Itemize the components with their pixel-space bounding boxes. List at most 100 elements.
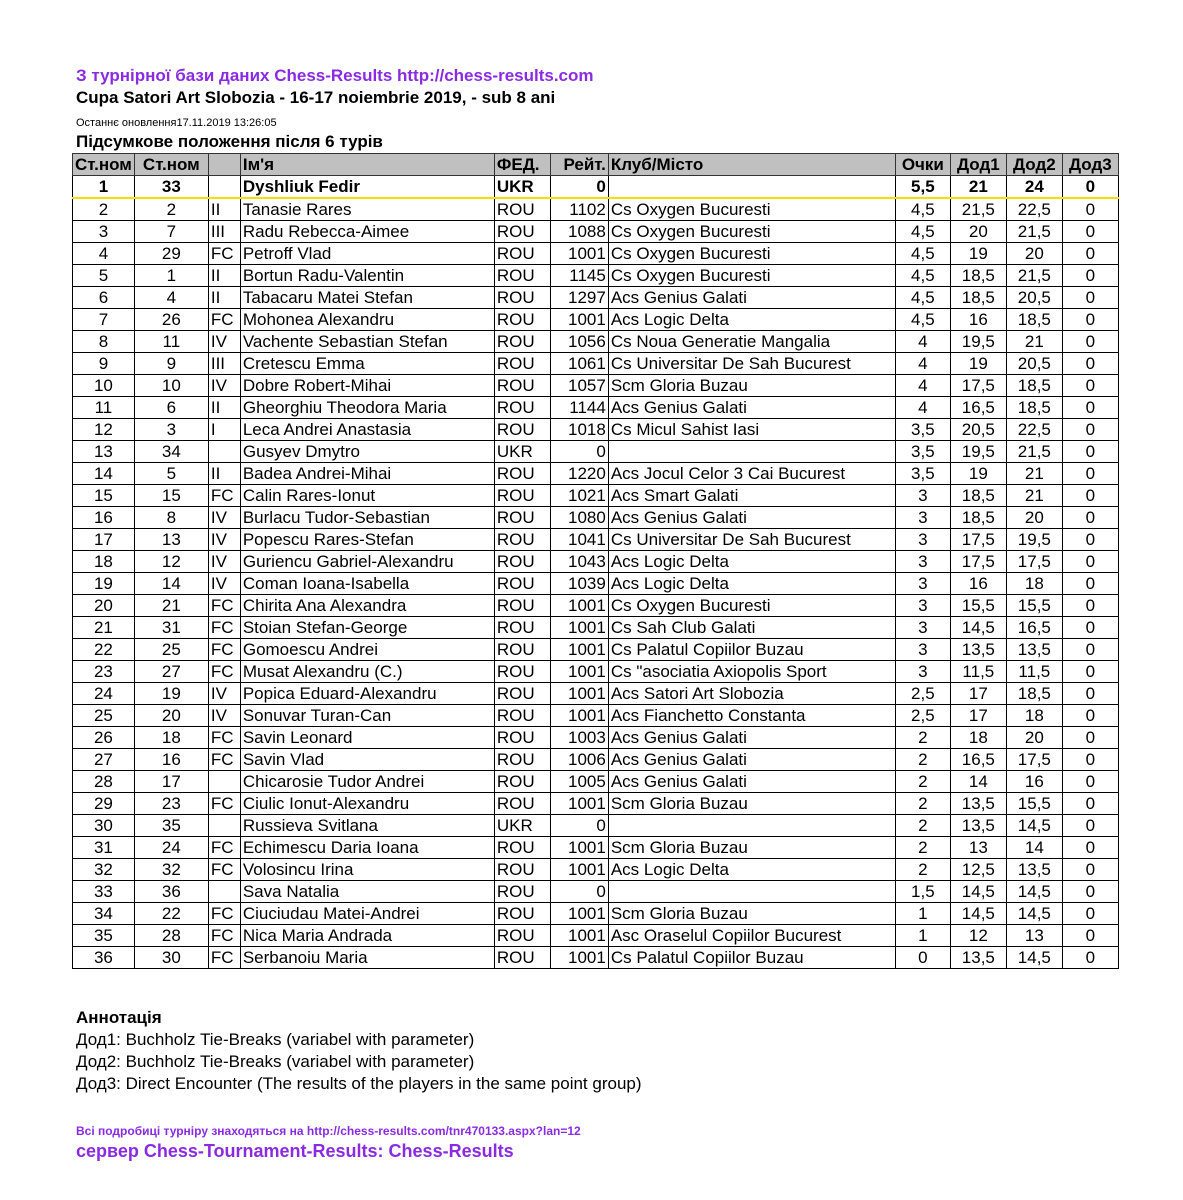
cell-tb1: 17 [949, 704, 1007, 727]
cell-tb1: 21 [949, 175, 1007, 199]
source-link[interactable]: З турнірної бази даних Chess-Results htt… [76, 66, 594, 85]
cell-title: III [207, 352, 241, 375]
cell-rating: 1297 [549, 286, 609, 309]
table-row: 2 2 II Tanasie Rares ROU 1102 Cs Oxygen Bucure… [72, 197, 1119, 221]
cell-tb2: 16,5 [1005, 616, 1063, 639]
cell-title [207, 880, 241, 903]
cell-name: Volosincu Irina [239, 858, 495, 881]
annotation-line: Дод1: Buchholz Tie-Breaks (variabel with… [76, 1030, 475, 1049]
cell-rank: 26 [72, 726, 135, 749]
cell-rank: 18 [72, 550, 135, 573]
cell-points: 3 [894, 506, 951, 529]
cell-tb2: 14,5 [1005, 880, 1063, 903]
table-row: 36 30 FC Serbanoiu Maria ROU 1001 Cs Palatul C… [72, 946, 1119, 969]
cell-rating: 1001 [549, 242, 609, 265]
details-link[interactable]: Всі подробиці турніру знаходяться на htt… [76, 1124, 581, 1138]
cell-tb3: 0 [1061, 484, 1119, 507]
cell-points: 2,5 [894, 682, 951, 705]
table-row: 26 18 FC Savin Leonard ROU 1003 Acs Genius Gal… [72, 726, 1119, 749]
cell-tb2: 17,5 [1005, 550, 1063, 573]
cell-points: 3 [894, 484, 951, 507]
cell-club: Acs Logic Delta [607, 550, 896, 573]
cell-tb1: 20,5 [949, 418, 1007, 441]
cell-rank: 9 [72, 352, 135, 375]
cell-rating: 1061 [549, 352, 609, 375]
cell-points: 2 [894, 792, 951, 815]
cell-tb1: 14,5 [949, 616, 1007, 639]
server-link[interactable]: сервер Chess-Tournament-Results: Chess-R… [76, 1141, 514, 1161]
cell-tb2: 18,5 [1005, 374, 1063, 397]
cell-tb2: 21,5 [1005, 264, 1063, 287]
cell-points: 0 [894, 946, 951, 969]
cell-rating: 1001 [549, 704, 609, 727]
cell-tb3: 0 [1061, 660, 1119, 683]
cell-points: 3 [894, 572, 951, 595]
cell-title: IV [207, 528, 241, 551]
cell-rating: 1220 [549, 462, 609, 485]
cell-start-no: 8 [133, 506, 209, 529]
cell-federation: ROU [493, 660, 551, 683]
cell-start-no: 32 [133, 858, 209, 881]
cell-federation: ROU [493, 352, 551, 375]
column-header-start-no: Ст.ном [133, 153, 209, 176]
cell-rank: 25 [72, 704, 135, 727]
cell-rating: 1001 [549, 924, 609, 947]
cell-rank: 20 [72, 594, 135, 617]
cell-club: Acs Genius Galati [607, 748, 896, 771]
cell-club: Acs Fianchetto Constanta [607, 704, 896, 727]
cell-start-no: 36 [133, 880, 209, 903]
cell-rank: 21 [72, 616, 135, 639]
cell-title: IV [207, 572, 241, 595]
cell-tb2: 20,5 [1005, 352, 1063, 375]
cell-tb1: 14,5 [949, 880, 1007, 903]
cell-club: Cs "asociatia Axiopolis Sport [607, 660, 896, 683]
cell-points: 2 [894, 770, 951, 793]
cell-start-no: 13 [133, 528, 209, 551]
cell-rating: 1001 [549, 792, 609, 815]
cell-name: Popescu Rares-Stefan [239, 528, 495, 551]
cell-tb3: 0 [1061, 462, 1119, 485]
cell-federation: ROU [493, 682, 551, 705]
cell-club: Cs Universitar De Sah Bucurest [607, 352, 896, 375]
table-row: 1 33 Dyshliuk Fedir UKR 0 5,5 21 24 0 [72, 175, 1119, 199]
cell-federation: ROU [493, 242, 551, 265]
cell-title: IV [207, 704, 241, 727]
cell-tb3: 0 [1061, 594, 1119, 617]
cell-rating: 1041 [549, 528, 609, 551]
cell-federation: ROU [493, 374, 551, 397]
table-row: 35 28 FC Nica Maria Andrada ROU 1001 Asc Orase… [72, 924, 1119, 947]
cell-tb3: 0 [1061, 352, 1119, 375]
cell-tb3: 0 [1061, 528, 1119, 551]
cell-rank: 36 [72, 946, 135, 969]
cell-tb3: 0 [1061, 308, 1119, 331]
cell-start-no: 1 [133, 264, 209, 287]
cell-start-no: 35 [133, 814, 209, 837]
cell-rank: 5 [72, 264, 135, 287]
cell-tb2: 18 [1005, 572, 1063, 595]
cell-club: Acs Logic Delta [607, 308, 896, 331]
cell-start-no: 12 [133, 550, 209, 573]
cell-points: 2 [894, 748, 951, 771]
cell-tb3: 0 [1061, 638, 1119, 661]
cell-club: Scm Gloria Buzau [607, 374, 896, 397]
cell-rating: 1088 [549, 220, 609, 243]
cell-title: FC [207, 660, 241, 683]
cell-tb3: 0 [1061, 704, 1119, 727]
cell-title [207, 175, 241, 199]
cell-tb1: 18,5 [949, 264, 1007, 287]
table-row: 29 23 FC Ciulic Ionut-Alexandru ROU 1001 Scm G… [72, 792, 1119, 815]
cell-federation: ROU [493, 770, 551, 793]
cell-tb2: 21 [1005, 484, 1063, 507]
cell-tb2: 14,5 [1005, 814, 1063, 837]
cell-start-no: 5 [133, 462, 209, 485]
cell-rating: 1102 [549, 197, 609, 221]
cell-title: FC [207, 308, 241, 331]
cell-club: Acs Genius Galati [607, 726, 896, 749]
cell-title: FC [207, 616, 241, 639]
cell-tb2: 21 [1005, 330, 1063, 353]
cell-tb1: 19,5 [949, 330, 1007, 353]
cell-title: II [207, 286, 241, 309]
cell-club: Asc Oraselul Copiilor Bucurest [607, 924, 896, 947]
cell-name: Stoian Stefan-George [239, 616, 495, 639]
cell-tb1: 18,5 [949, 286, 1007, 309]
